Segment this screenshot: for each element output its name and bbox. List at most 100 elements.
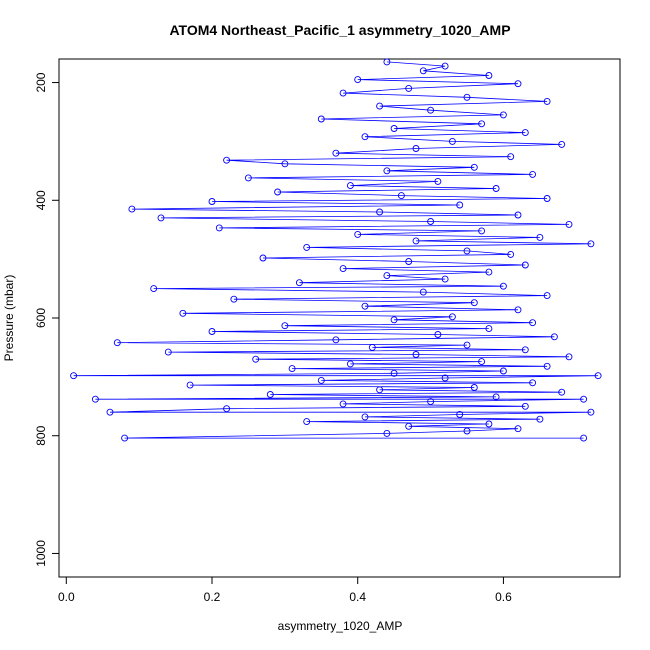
data-point [390,316,398,324]
data-point [507,153,515,161]
data-point [419,67,427,75]
y-axis-label: Pressure (mbar) [2,275,16,362]
x-tick-label: 0.2 [204,590,221,604]
y-tick-label: 1000 [34,540,48,567]
data-point [521,402,529,410]
data-point [427,398,435,406]
data-point [390,369,398,377]
data-point [558,388,566,396]
data-point [463,247,471,255]
data-point [514,80,522,88]
data-point [478,120,486,128]
data-point [536,233,544,241]
data-point [550,333,558,341]
data-point [405,422,413,430]
x-axis-label: asymmetry_1020_AMP [278,619,403,633]
data-point [397,192,405,200]
data-point [230,295,238,303]
data-point [485,72,493,79]
data-point [587,240,595,248]
y-tick-label: 200 [34,72,48,92]
data-point [478,358,486,366]
data-point [529,379,537,387]
data-point [412,237,420,245]
plot-frame [58,58,621,578]
data-point [215,224,223,232]
data-point [499,111,507,119]
data-point [558,140,566,148]
data-point [441,62,449,70]
data-point [390,125,398,132]
data-point [208,198,216,205]
data-point [208,328,216,335]
data-point [594,372,602,380]
data-point [456,201,464,209]
x-tick-label: 0.6 [495,590,512,604]
data-point [529,170,537,178]
data-point [376,102,384,110]
data-point [179,309,187,317]
data-point [346,182,354,190]
data-point [288,365,296,373]
y-tick-label: 400 [34,190,48,210]
data-point [113,339,121,347]
data-point [514,306,522,314]
data-point [412,145,420,152]
data-point [354,76,362,84]
data-point [361,302,369,310]
data-point [580,395,588,403]
data-point [186,381,194,389]
data-point [448,137,456,145]
data-point [383,167,391,175]
data-point [470,299,478,307]
x-tick-label: 0.4 [349,590,366,604]
data-point [70,372,78,380]
data-point [157,214,165,222]
data-point [514,425,522,433]
data-point [332,336,340,344]
data-point [150,285,158,293]
data-point [463,341,471,349]
data-point [441,374,449,382]
data-point [252,355,260,363]
data-point [543,362,551,370]
data-point [434,177,442,185]
data-point [274,188,282,196]
y-tick-label: 800 [34,425,48,445]
data-point [529,319,537,327]
data-point [521,346,529,354]
data-point [376,208,384,216]
data-point [580,434,588,442]
data-point [478,227,486,235]
data-point [91,395,99,403]
data-point [456,411,464,418]
data-point [332,149,340,157]
data-lines [73,61,599,439]
data-point [303,418,311,426]
data-point [339,89,347,97]
data-point [499,282,507,290]
data-point [485,325,493,333]
data-point [587,408,595,416]
data-point [281,160,289,168]
data-point [223,156,231,164]
data-point [368,343,376,351]
data-point [383,58,391,66]
data-point [565,353,573,361]
data-point [434,331,442,338]
data-point [361,413,369,421]
data-point [412,351,420,358]
data-point [376,386,384,394]
data-point [405,258,413,265]
data-point [492,393,500,401]
data-point [128,205,136,213]
data-point [354,230,362,238]
data-point [521,129,529,137]
series-line [73,61,599,439]
chart-title: ATOM4 Northeast_Pacific_1 asymmetry_1020… [169,22,510,38]
data-point [164,348,172,356]
data-point [514,211,522,219]
data-point [470,163,478,171]
x-axis: 0.0 0.2 0.4 0.6 [58,576,512,604]
